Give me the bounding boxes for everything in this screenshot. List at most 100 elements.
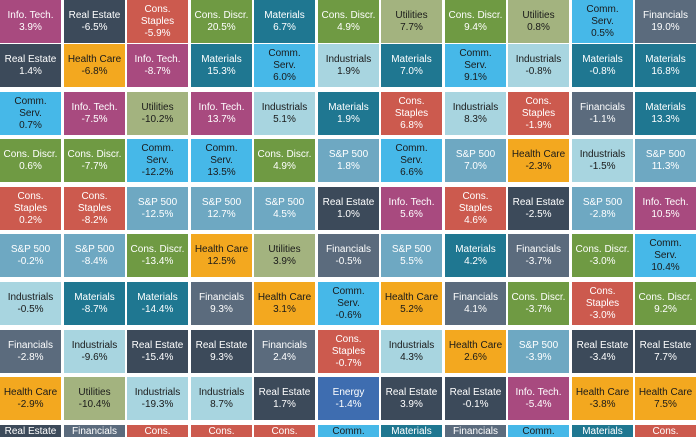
return-value: -0.2% [17, 255, 44, 267]
cell-cons: Cons. [127, 425, 188, 437]
cell-cons-staples: Cons. Staples 4.6% [445, 187, 506, 230]
return-value: 0.7% [19, 119, 42, 131]
return-value: -2.8% [589, 208, 616, 220]
return-value: 8.7% [210, 398, 233, 410]
return-value: 7.7% [654, 351, 677, 363]
return-value: -7.7% [81, 160, 108, 172]
cell-cons-discr: Cons. Discr. 20.5% [191, 0, 252, 43]
return-value: 20.5% [207, 21, 236, 33]
cell-utilities: Utilities 0.8% [508, 0, 569, 43]
sector-label: Industrials [452, 101, 499, 113]
return-value: -9.6% [81, 351, 108, 363]
return-value: 13.7% [207, 113, 236, 125]
return-value: 0.2% [19, 214, 42, 226]
return-value: -3.8% [589, 398, 616, 410]
sector-label: Real Estate [68, 9, 121, 21]
sector-label: Health Care [384, 291, 439, 303]
sector-label: Energy [332, 386, 365, 398]
cell-info-tech: Info. Tech. -7.5% [64, 92, 125, 135]
cell-sandp-500: S&P 500 -8.4% [64, 234, 125, 277]
sector-label: Financials [71, 426, 118, 437]
sector-label: Cons. [462, 190, 489, 202]
cell-industrials: Industrials -19.3% [127, 377, 188, 420]
sector-label: Comm. [268, 47, 301, 59]
sector-label: Staples [140, 15, 175, 27]
sector-label: Cons. Discr. [321, 9, 376, 21]
sector-label: Cons. Discr. [638, 291, 693, 303]
return-value: 1.4% [19, 65, 42, 77]
cell-real-estate: Real Estate -15.4% [127, 330, 188, 373]
sector-label: Cons. [398, 95, 425, 107]
sector-label: S&P 500 [201, 196, 242, 208]
cell-financials: Financials -1.1% [572, 92, 633, 135]
cell-financials: Financials [445, 425, 506, 437]
cell-comm-serv: Comm. Serv. 6.0% [254, 44, 315, 87]
sector-label: S&P 500 [582, 196, 623, 208]
cell-info-tech: Info. Tech. 3.9% [0, 0, 61, 43]
return-value: 19.0% [651, 21, 680, 33]
sector-label: Comm. [141, 142, 174, 154]
return-value: -10.4% [78, 398, 111, 410]
cell-real-estate: Real Estate -0.1% [445, 377, 506, 420]
sector-label: Real Estate [576, 339, 629, 351]
sector-label: Industrials [388, 339, 435, 351]
return-value: -0.8% [525, 65, 552, 77]
sector-label: Materials [582, 426, 623, 437]
sector-label: Cons. [589, 285, 616, 297]
return-value: 7.5% [654, 398, 677, 410]
sector-label: Industrials [261, 101, 308, 113]
return-value: 16.8% [651, 65, 680, 77]
sector-label: Cons. Discr. [511, 291, 566, 303]
sector-label: Utilities [522, 9, 555, 21]
return-value: -1.4% [335, 398, 362, 410]
return-value: -8.4% [81, 255, 108, 267]
return-value: 5.1% [273, 113, 296, 125]
sector-label: S&P 500 [264, 196, 305, 208]
cell-industrials: Industrials -0.8% [508, 44, 569, 87]
sector-label: Materials [455, 243, 496, 255]
sector-label: Real Estate [4, 426, 57, 437]
cell-info-tech: Info. Tech. 13.7% [191, 92, 252, 135]
return-value: -7.5% [81, 113, 108, 125]
sector-label: Materials [137, 291, 178, 303]
sector-label: Comm. [395, 142, 428, 154]
return-value: 5.2% [400, 303, 423, 315]
cell-health-care: Health Care -6.8% [64, 44, 125, 87]
cell-financials: Financials 2.4% [254, 330, 315, 373]
cell-cons-staples: Cons. Staples 0.2% [0, 187, 61, 230]
sector-label: Comm. [14, 95, 47, 107]
return-value: -0.5% [335, 255, 362, 267]
sector-label: Info. Tech. [388, 196, 435, 208]
cell-cons: Cons. [635, 425, 696, 437]
return-value: -0.6% [335, 309, 362, 321]
cell-comm-serv: Comm. Serv. -0.6% [318, 282, 379, 325]
cell-health-care: Health Care 7.5% [635, 377, 696, 420]
sector-label: Serv. [337, 297, 360, 309]
sector-label: Serv. [591, 15, 614, 27]
cell-cons-staples: Cons. Staples -0.7% [318, 330, 379, 373]
return-value: 3.9% [400, 398, 423, 410]
cell-industrials: Industrials 5.1% [254, 92, 315, 135]
cell-health-care: Health Care -3.8% [572, 377, 633, 420]
return-value: 11.3% [651, 160, 680, 172]
sector-label: Industrials [325, 53, 372, 65]
sector-label: Comm. [205, 142, 238, 154]
sector-label: Materials [74, 291, 115, 303]
sector-label: Industrials [134, 386, 181, 398]
return-value: -1.1% [589, 113, 616, 125]
sector-label: Info. Tech. [7, 9, 54, 21]
return-value: 10.5% [651, 208, 680, 220]
sector-label: Health Care [257, 291, 312, 303]
sector-label: Financials [198, 291, 245, 303]
return-value: -0.8% [589, 65, 616, 77]
return-value: -8.7% [144, 65, 171, 77]
sector-label: Financials [452, 291, 499, 303]
sector-label: Cons. [271, 426, 298, 437]
cell-industrials: Industrials -9.6% [64, 330, 125, 373]
return-value: 6.6% [400, 166, 423, 178]
cell-cons-discr: Cons. Discr. 4.9% [318, 0, 379, 43]
sector-label: Real Estate [258, 386, 311, 398]
cell-health-care: Health Care 3.1% [254, 282, 315, 325]
return-value: -8.7% [81, 303, 108, 315]
return-value: 7.7% [400, 21, 423, 33]
